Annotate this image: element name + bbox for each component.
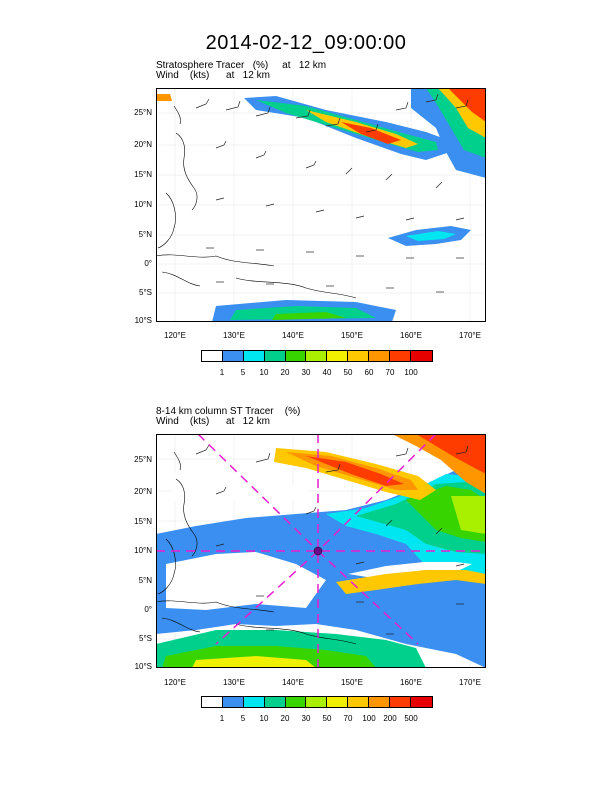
panel2-colorbar-label: 70 (343, 714, 353, 723)
panel1-colorbar-label: 5 (240, 368, 246, 377)
panel1-title-line2: Wind (kts) at 12 km (156, 70, 270, 81)
colorbar-swatch (243, 697, 265, 707)
panel1-colorbar-label: 70 (385, 368, 395, 377)
colorbar-swatch (222, 697, 244, 707)
panel1-wind-barbs (195, 93, 469, 293)
panel2-xtick: 130°E (223, 678, 245, 687)
panel2-map-svg (156, 434, 486, 668)
panel1-title-line1: Stratosphere Tracer (%) at 12 km (156, 60, 327, 71)
panel1-colorbar-label: 1 (219, 368, 225, 377)
panel2-colorbar-label: 500 (404, 714, 418, 723)
panel2-colorbar-label: 50 (322, 714, 332, 723)
panel1-ytick: 25°N (134, 108, 152, 117)
colorbar-swatch (306, 351, 328, 361)
panel2-colorbar-label: 10 (259, 714, 269, 723)
panel2-cross-section-lines (156, 434, 486, 668)
panel2-wind-barbs (195, 444, 469, 635)
colorbar-swatch (410, 351, 432, 361)
colorbar-swatch (306, 697, 328, 707)
colorbar-swatch (264, 697, 286, 707)
main-title: 2014-02-12_09:00:00 (205, 32, 407, 54)
panel2-xtick: 150°E (341, 678, 363, 687)
colorbar-swatch (390, 351, 411, 361)
colorbar-swatch (390, 697, 411, 707)
panel2-colorbar-label: 200 (383, 714, 397, 723)
panel1-colorbar-label: 60 (364, 368, 374, 377)
panel1-ytick: 10°S (134, 316, 152, 325)
panel2-center-marker (313, 546, 323, 556)
panel2-ytick: 5°S (139, 634, 152, 643)
panel1-colorbar-label: 40 (322, 368, 332, 377)
panel2-xtick: 170°E (459, 678, 481, 687)
colorbar-swatch (202, 697, 223, 707)
panel2-xtick: 160°E (400, 678, 422, 687)
colorbar-swatch (264, 351, 286, 361)
colorbar-swatch (369, 697, 391, 707)
panel1-ytick: 5°S (139, 288, 152, 297)
colorbar-swatch (285, 697, 307, 707)
colorbar-swatch (327, 697, 349, 707)
panel2-xtick: 120°E (164, 678, 186, 687)
colorbar-swatch (222, 351, 244, 361)
colorbar-swatch (348, 351, 370, 361)
panel2-colorbar-label: 5 (240, 714, 246, 723)
panel2-colorbar-label: 30 (301, 714, 311, 723)
panel2-ytick: 10°S (134, 662, 152, 671)
colorbar-swatch (243, 351, 265, 361)
panel1-colorbar-label: 100 (404, 368, 418, 377)
colorbar-swatch (410, 697, 432, 707)
panel2-ytick: 5°N (138, 576, 152, 585)
panel1-xtick: 150°E (341, 331, 363, 340)
panel2-xtick: 140°E (282, 678, 304, 687)
colorbar-swatch (327, 351, 349, 361)
panel2-ytick: 10°N (134, 546, 152, 555)
panel2-colorbar-label: 1 (219, 714, 225, 723)
panel1-colorbar-label: 20 (280, 368, 290, 377)
panel2-map (156, 434, 486, 668)
colorbar-swatch (285, 351, 307, 361)
colorbar-swatch (348, 697, 370, 707)
panel2-ytick: 15°N (134, 517, 152, 526)
panel2-colorbar (201, 696, 433, 708)
panel1-colorbar (201, 350, 433, 362)
panel1-ytick: 20°N (134, 140, 152, 149)
panel1-xtick: 120°E (164, 331, 186, 340)
panel1-ytick: 10°N (134, 200, 152, 209)
panel1-ytick: 0° (144, 259, 152, 268)
colorbar-swatch (369, 351, 391, 361)
panel1-xtick: 140°E (282, 331, 304, 340)
colorbar-swatch (202, 351, 223, 361)
panel1-xtick: 130°E (223, 331, 245, 340)
panel1-colorbar-label: 30 (301, 368, 311, 377)
panel1-colorbar-label: 50 (343, 368, 353, 377)
panel1-map-svg (156, 88, 486, 322)
panel1-xtick: 170°E (459, 331, 481, 340)
panel2-title-line1: 8-14 km column ST Tracer (%) (156, 406, 301, 417)
panel1-ytick: 5°N (138, 230, 152, 239)
panel2-colorbar-label: 20 (280, 714, 290, 723)
panel1-colorbar-label: 10 (259, 368, 269, 377)
panel2-ytick: 0° (144, 605, 152, 614)
panel1-xtick: 160°E (400, 331, 422, 340)
panel1-ytick: 15°N (134, 170, 152, 179)
panel2-colorbar-label: 100 (362, 714, 376, 723)
panel1-map (156, 88, 486, 322)
panel2-ytick: 20°N (134, 487, 152, 496)
panel2-ytick: 25°N (134, 455, 152, 464)
panel2-title-line2: Wind (kts) at 12 km (156, 416, 270, 427)
